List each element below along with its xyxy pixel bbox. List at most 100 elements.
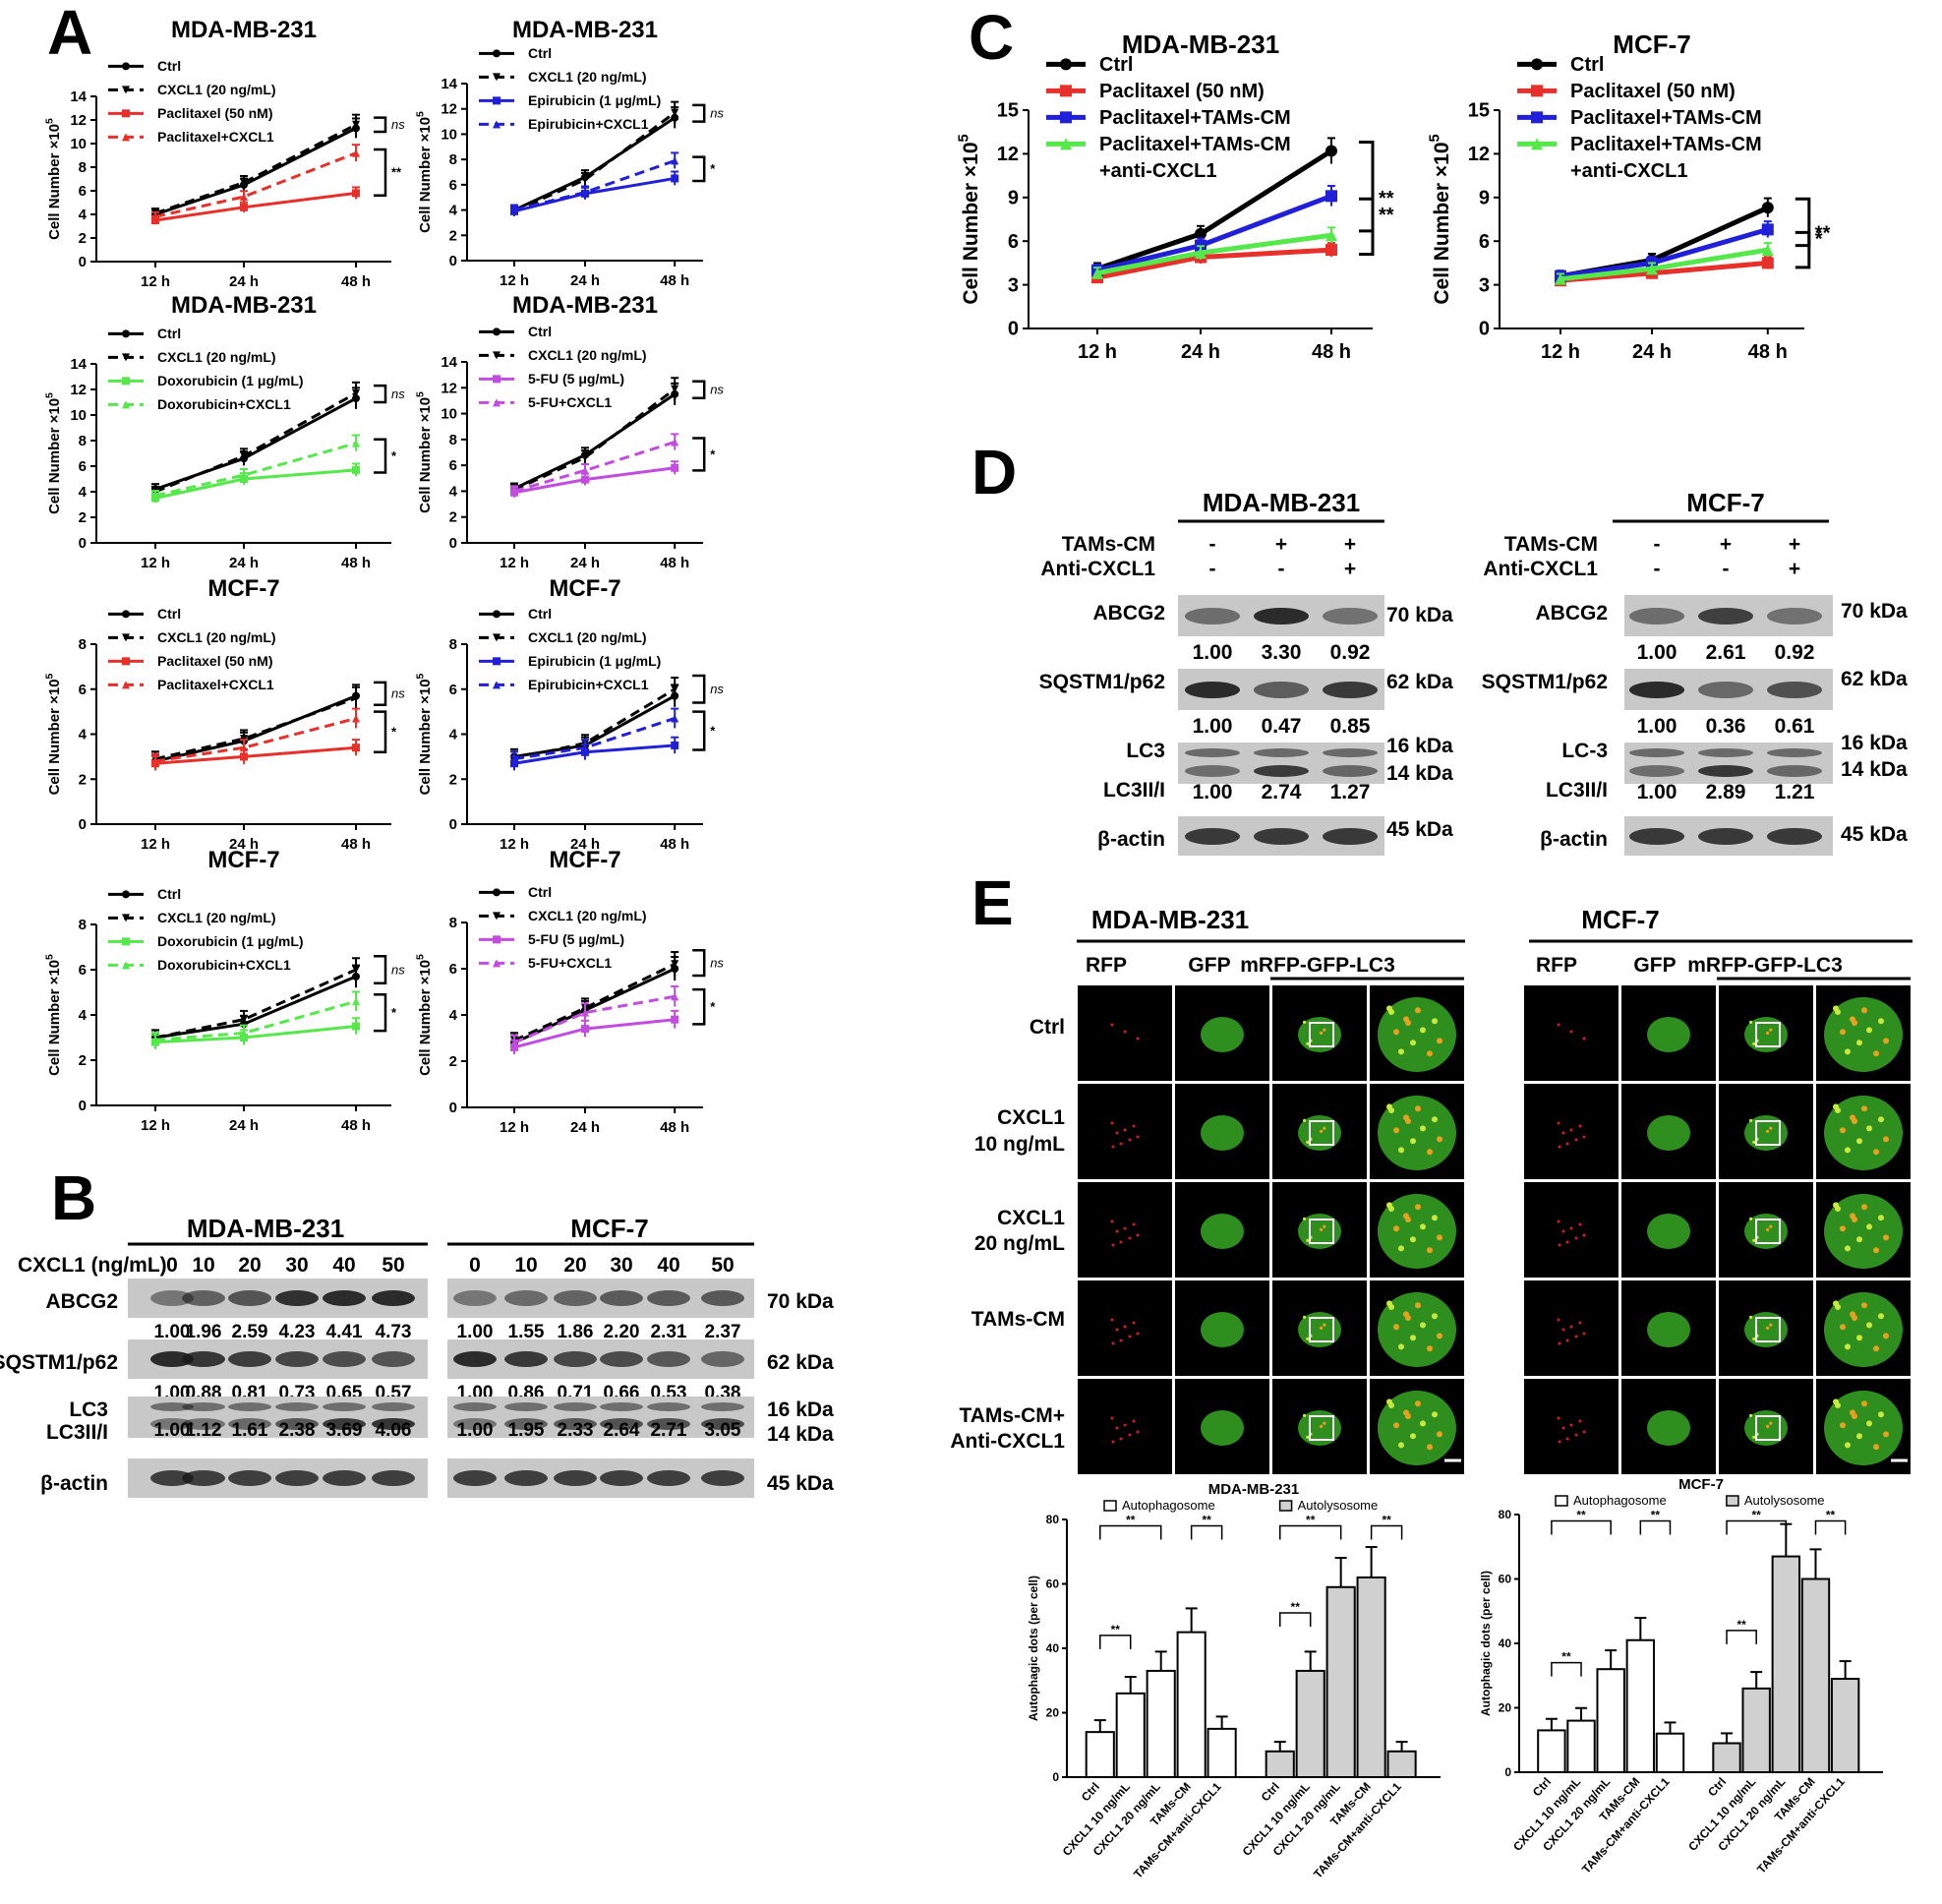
blot-d-kda: 45 kDa	[1386, 818, 1453, 841]
blot-b-quant-value: 2.64	[604, 1420, 640, 1441]
micro-puncta	[1769, 1421, 1773, 1425]
y-tick-label: 4	[79, 484, 88, 501]
blot-b-quant-value: 2.20	[604, 1322, 640, 1342]
micro-puncta	[1320, 1326, 1324, 1330]
y-tick-label: 0	[79, 535, 87, 552]
series-line-drug_cxcl1	[513, 441, 676, 493]
micro-puncta	[1427, 1247, 1433, 1254]
data-point-cxcl1	[581, 175, 589, 184]
legend-label: Paclitaxel+TAMs-CM	[1570, 134, 1762, 155]
legend-marker	[493, 398, 500, 407]
y-tick-label: 8	[449, 432, 457, 448]
micro-puncta	[1410, 1433, 1416, 1440]
micro-zoom-box	[1755, 1219, 1781, 1244]
data-point-cxcl1	[671, 684, 679, 693]
micro-red-puncta	[1578, 1222, 1582, 1226]
y-tick-label: 20	[1499, 1701, 1512, 1715]
y-axis-label-exponent: 5	[43, 954, 55, 960]
blot-b-band-actin	[323, 1470, 366, 1486]
blot-b-quant-value: 1.00	[457, 1420, 494, 1441]
micro-cell-green	[1378, 1096, 1456, 1170]
y-tick-label: 12	[70, 382, 87, 398]
blot-b-band	[323, 1290, 366, 1306]
x-tick-label: 12 h	[141, 836, 170, 853]
x-tick-label: 12 h	[141, 1117, 170, 1134]
micro-column-label: RFP	[1536, 954, 1577, 977]
line-chart: 0 2 4 6 8 10 12 14 12 h 24 h 48 h Cell Number ×105 M…	[414, 292, 724, 571]
line-chart: 0 2 4 6 8 10 12 14 12 h 24 h 48 h Cell Number ×105 M…	[43, 17, 405, 290]
y-tick-label: 14	[70, 356, 87, 373]
blot-b-quant-value: 2.71	[651, 1420, 687, 1441]
legend-marker	[122, 681, 130, 689]
micro-zoom-box	[1755, 1022, 1781, 1047]
bar-chart: 0 20 40 60 80 Autophagic dots (per cell) MDA-M…	[1027, 1481, 1441, 1881]
blot-b-band	[453, 1290, 497, 1306]
chart-title: MDA-MB-231	[1208, 1481, 1300, 1498]
y-tick-label: 14	[441, 354, 457, 371]
micro-puncta	[1861, 1400, 1867, 1407]
legend-marker	[493, 633, 500, 642]
data-point-drug	[240, 752, 248, 761]
micro-cell-green	[1201, 1312, 1244, 1347]
significance-label: **	[1111, 1623, 1121, 1636]
micro-puncta	[1427, 1149, 1433, 1156]
chart-title: MCF-7	[207, 575, 279, 602]
blot-b-band	[275, 1351, 319, 1367]
blot-d-anti-label: Anti-CXCL1	[1483, 558, 1598, 580]
blot-b-quant-value: 1.95	[508, 1420, 545, 1441]
blot-b-band	[453, 1351, 497, 1367]
data-point-drug_cxcl1	[510, 754, 518, 763]
micro-red-puncta	[1136, 1135, 1140, 1139]
blot-d-band-upper	[1629, 748, 1684, 757]
micro-red-puncta	[1557, 1318, 1560, 1322]
blot-b-kda: 45 kDa	[767, 1472, 834, 1495]
blot-b-band	[600, 1290, 643, 1306]
micro-puncta	[1303, 1118, 1307, 1122]
blot-b-band-lower	[323, 1418, 366, 1430]
significance-bracket	[692, 948, 706, 978]
blot-b-quant-value: 2.31	[651, 1322, 687, 1342]
bar	[1146, 1669, 1176, 1779]
y-tick-label: 6	[449, 457, 457, 474]
legend-marker	[122, 329, 130, 338]
data-point-drug_cxcl1	[671, 156, 679, 165]
bar	[1566, 1719, 1596, 1773]
legend-label: +anti-CXCL1	[1570, 160, 1687, 182]
legend-marker	[1531, 138, 1543, 150]
legend-label: Paclitaxel+TAMs-CM	[1099, 134, 1291, 155]
legend-label: Paclitaxel (50 nM)	[1099, 81, 1265, 102]
blot-d-band-upper	[1698, 748, 1753, 757]
blot-b-row-label: β-actin	[40, 1472, 108, 1495]
significance-bracket	[692, 987, 706, 1026]
x-tick-label: 24 h	[570, 1119, 600, 1136]
data-point-cxcl1	[581, 453, 589, 462]
data-point-drug	[352, 465, 360, 474]
significance-label: **	[1379, 205, 1394, 226]
micro-red-puncta	[1574, 1236, 1578, 1240]
blot-b-quant-value: 4.73	[376, 1322, 412, 1342]
y-tick-label: 60	[1499, 1573, 1512, 1586]
micro-puncta	[1405, 1413, 1411, 1419]
legend-label: Paclitaxel+TAMs-CM	[1570, 107, 1762, 129]
micro-cell-green	[1378, 1194, 1456, 1269]
data-point-drug	[581, 475, 589, 484]
micro-puncta	[1845, 1245, 1851, 1252]
micro-red-puncta	[1565, 1142, 1569, 1146]
micro-red-puncta	[1582, 1233, 1586, 1237]
blot-b-band-actin	[228, 1470, 271, 1486]
micro-cell-green	[1201, 1115, 1244, 1151]
blot-b-band-lower	[600, 1418, 643, 1430]
significance-label: **	[1752, 1509, 1762, 1522]
y-tick-label: 9	[1479, 187, 1490, 208]
significance-bracket	[692, 155, 706, 183]
micro-red-puncta	[1558, 1243, 1561, 1247]
micro-puncta	[1303, 1315, 1307, 1319]
legend-marker	[1060, 58, 1072, 71]
legend-label: Autolysosome	[1298, 1498, 1379, 1513]
micro-puncta	[1861, 1302, 1867, 1309]
blot-d-row-label: ABCG2	[1535, 602, 1608, 625]
micro-puncta	[1861, 1007, 1867, 1014]
bar	[1206, 1727, 1237, 1778]
x-tick-label: 24 h	[1632, 341, 1672, 363]
micro-puncta	[1835, 1206, 1841, 1212]
